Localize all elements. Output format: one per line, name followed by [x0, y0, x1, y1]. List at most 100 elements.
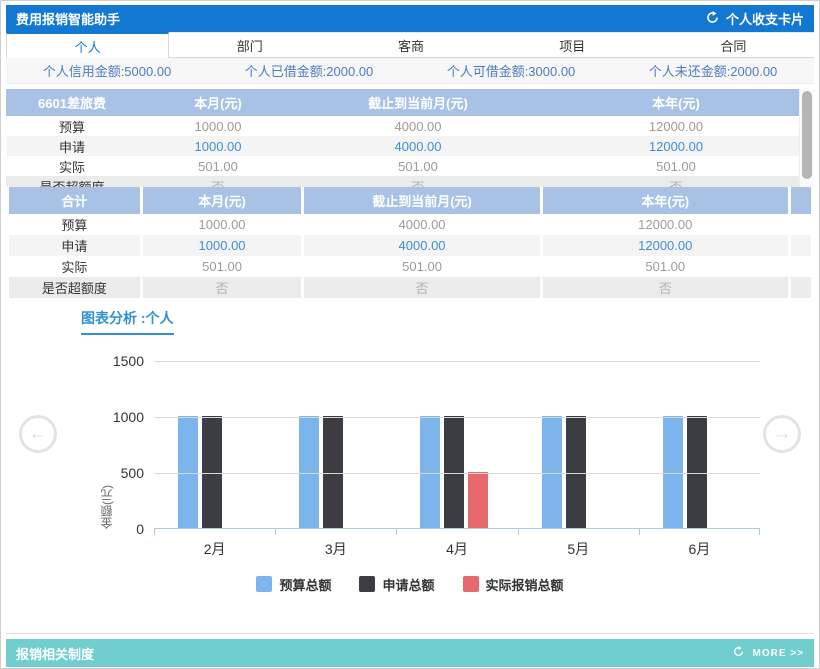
cell-value: 501.00: [656, 158, 696, 174]
legend-item-实际报销总额[interactable]: 实际报销总额: [462, 575, 564, 594]
table-name-header: 合计: [9, 187, 140, 214]
row-label: 申请: [9, 235, 140, 256]
table-row: 预算 1000.00 4000.00 12000.00: [6, 116, 814, 136]
chart-bar: [202, 416, 222, 528]
data-table: 6601差旅费 本月(元) 截止到当前月(元) 本年(元) 预算 1000.00 4000.…: [6, 89, 814, 187]
legend-item-申请总额[interactable]: 申请总额: [359, 575, 435, 594]
titlebar: 费用报销智能助手 个人收支卡片: [6, 5, 814, 32]
table-row: 实际 501.00 501.00 501.00: [6, 156, 814, 176]
more-link[interactable]: MORE >>: [752, 647, 804, 659]
chart-bar: [541, 416, 562, 528]
cell-value: 否: [298, 176, 538, 187]
travel-expense-table: 6601差旅费 本月(元) 截止到当前月(元) 本年(元) 预算 1000.00 4000.…: [6, 89, 814, 187]
legend-label: 实际报销总额: [485, 577, 564, 593]
cell-value: 4000.00: [398, 217, 446, 232]
table-row: 实际 501.00 501.00 501.00: [9, 256, 811, 277]
column-header: 本年(元): [542, 187, 788, 214]
summary-item: 个人信用金额:5000.00: [42, 64, 172, 79]
month-group-5月: [518, 361, 639, 528]
x-axis-label: 5月: [567, 541, 590, 557]
chart-bar: [299, 416, 320, 528]
cell-value: 501.00: [402, 259, 442, 274]
scrollbar-track[interactable]: [799, 89, 814, 187]
spacer-cell: [790, 277, 811, 298]
column-header: 本月(元): [142, 187, 302, 214]
cell-value: 否: [142, 277, 302, 298]
refresh-icon[interactable]: [706, 10, 719, 27]
chart-bar: [323, 416, 344, 528]
month-group-2月: [154, 361, 275, 528]
chart-bar: [178, 416, 198, 528]
cell-value: 4000.00: [298, 136, 538, 156]
carousel-prev-button[interactable]: ←: [19, 415, 57, 453]
chart-legend: 预算总额 申请总额 实际报销总额: [6, 575, 814, 593]
legend-swatch: [256, 576, 273, 592]
table-row: 预算 1000.00 4000.00 12000.00: [9, 214, 811, 235]
y-tick-label: 0: [136, 521, 144, 537]
cell-value: 否: [304, 277, 540, 298]
data-table: 合计 本月(元) 截止到当前月(元) 本年(元) 预算 1000.00 4000.00 120…: [6, 187, 814, 298]
chart-bar: [686, 416, 707, 528]
tab-个人[interactable]: 个人: [6, 32, 170, 58]
carousel-next-button[interactable]: →: [763, 415, 801, 453]
spacer-cell: [791, 256, 811, 277]
credit-summary-bar: 个人信用金额:5000.00 个人已借金额:2000.00 个人可借金额:3000.…: [6, 58, 814, 84]
legend-item-预算总额[interactable]: 预算总额: [256, 575, 331, 594]
total-table: 合计 本月(元) 截止到当前月(元) 本年(元) 预算 1000.00 4000.00 120…: [6, 187, 814, 298]
cell-value: 1000.00: [194, 118, 242, 134]
refresh-icon[interactable]: [733, 644, 744, 662]
table-row: 申请 1000.00 4000.00 12000.00: [9, 235, 811, 256]
month-group-3月: [275, 361, 396, 528]
gridline: [154, 473, 760, 474]
row-label: 实际: [61, 260, 88, 275]
chart-bar: [468, 471, 489, 528]
chart-section: 图表分析 :个人 金额(元) 0 500 1000 1500 2月 3月 4月 5月 6月 预…: [6, 298, 814, 634]
row-label: 是否超额度: [9, 277, 140, 298]
chart-analysis-title: 图表分析 :个人: [81, 308, 174, 335]
column-header: 本月(元): [138, 89, 298, 116]
y-tick-label: 500: [120, 465, 144, 481]
table-row: 是否超额度否否否: [6, 176, 814, 187]
x-axis-label: 3月: [324, 541, 347, 557]
x-axis-label: 2月: [203, 541, 226, 557]
x-axis-tick: [396, 529, 398, 535]
legend-swatch: [359, 576, 376, 592]
cell-value: 否: [542, 277, 788, 298]
table-name-header: 6601差旅费: [6, 89, 138, 116]
column-header: 截止到当前月(元): [298, 89, 538, 116]
x-axis-tick: [517, 529, 519, 535]
chart-bar: [565, 416, 586, 528]
x-axis-tick: [275, 529, 277, 535]
x-axis-label: 6月: [688, 541, 711, 557]
y-tick-label: 1000: [112, 409, 144, 425]
summary-item: 个人已借金额:2000.00: [244, 64, 374, 79]
y-tick-label: 1500: [112, 353, 144, 369]
scrollbar-thumb[interactable]: [802, 91, 812, 179]
gridline: [154, 417, 760, 418]
spacer-cell: [791, 214, 811, 235]
personal-cards-button[interactable]: 个人收支卡片: [706, 9, 804, 28]
personal-cards-label: 个人收支卡片: [725, 12, 804, 27]
column-header: 截止到当前月(元): [304, 187, 540, 214]
cell-value: 12000.00: [638, 217, 693, 232]
cell-value: 4000.00: [394, 118, 442, 134]
tab-部门[interactable]: 部门: [169, 32, 331, 58]
x-axis-label: 4月: [446, 541, 468, 557]
table-header-row: 合计 本月(元) 截止到当前月(元) 本年(元): [9, 187, 811, 214]
month-group-4月: [396, 361, 517, 528]
policy-more-button[interactable]: MORE >>: [733, 644, 804, 662]
spacer-header: [790, 187, 811, 214]
x-axis-tick: [759, 529, 760, 535]
cell-value: 4000.00: [304, 235, 540, 256]
tab-项目[interactable]: 项目: [491, 32, 653, 58]
policy-title: 报销相关制度: [16, 646, 95, 662]
tab-合同[interactable]: 合同: [652, 32, 815, 58]
policy-section-header[interactable]: 报销相关制度 MORE >>: [6, 639, 814, 667]
cell-value: 12000.00: [648, 118, 704, 134]
table-header-row: 6601差旅费 本月(元) 截止到当前月(元) 本年(元): [6, 89, 814, 116]
row-label: 实际: [58, 159, 85, 175]
cell-value: 501.00: [198, 158, 238, 174]
legend-label: 预算总额: [279, 577, 332, 593]
tab-客商[interactable]: 客商: [330, 32, 492, 58]
row-label: 预算: [58, 119, 85, 135]
